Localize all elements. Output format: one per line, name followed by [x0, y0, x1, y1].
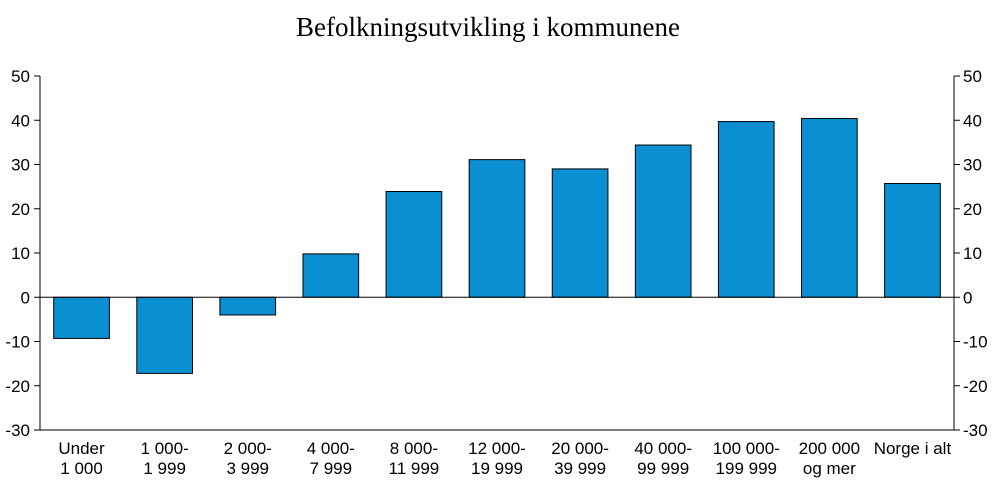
- category-label-7: 40 000-99 999: [634, 439, 692, 478]
- category-labels-layer: Under 1 000 1 000-1 999 2 000-3 999 4 000-7 …: [58, 439, 951, 478]
- left-tick-label: 10: [11, 244, 30, 263]
- ticks-layer: -30 -30 -20 -20 -10 -10 0 0 10 10 20 20 30 30 40 40 50 50: [5, 67, 987, 440]
- bar-10: [884, 183, 941, 298]
- category-label-6: 20 000-39 999: [551, 439, 609, 478]
- bars-layer: [53, 117, 941, 374]
- left-tick-label: 50: [11, 67, 30, 86]
- left-tick-label: 20: [11, 200, 30, 219]
- category-label-2: 2 000-3 999: [224, 439, 272, 478]
- right-tick-label: 20: [963, 200, 982, 219]
- right-tick-label: 40: [963, 111, 982, 130]
- left-tick-label: -20: [5, 377, 30, 396]
- bar-7: [634, 144, 692, 298]
- right-tick-label: 50: [963, 67, 982, 86]
- category-label-0: Under 1 000: [58, 439, 105, 478]
- left-tick-label: 30: [11, 156, 30, 175]
- left-tick-label: 0: [21, 288, 30, 307]
- category-label-3: 4 000-7 999: [307, 439, 355, 478]
- bar-8: [717, 121, 775, 298]
- left-tick-label: -30: [5, 421, 30, 440]
- category-label-9: 200 000 og mer: [799, 439, 860, 478]
- chart-title: Befolkningsutvikling i kommunene: [296, 12, 680, 42]
- bar-4: [385, 190, 443, 298]
- left-tick-label: -10: [5, 333, 30, 352]
- category-label-1: 1 000-1 999: [141, 439, 189, 478]
- bar-5: [468, 159, 526, 298]
- bar-3: [302, 253, 360, 298]
- category-label-8: 100 000-199 999: [713, 439, 780, 478]
- category-label-5: 12 000-19 999: [468, 439, 526, 478]
- right-tick-label: -30: [963, 421, 988, 440]
- category-label-10: Norge i alt: [874, 439, 952, 458]
- bar-9: [801, 117, 858, 298]
- bar-0: [53, 296, 110, 339]
- right-tick-label: 0: [963, 288, 972, 307]
- bar-2: [219, 296, 277, 316]
- bar-1: [136, 296, 193, 374]
- right-tick-label: -20: [963, 377, 988, 396]
- right-tick-label: -10: [963, 333, 988, 352]
- right-tick-label: 30: [963, 156, 982, 175]
- category-label-4: 8 000-11 999: [389, 439, 440, 478]
- right-tick-label: 10: [963, 244, 982, 263]
- bar-6: [551, 168, 609, 298]
- left-tick-label: 40: [11, 111, 30, 130]
